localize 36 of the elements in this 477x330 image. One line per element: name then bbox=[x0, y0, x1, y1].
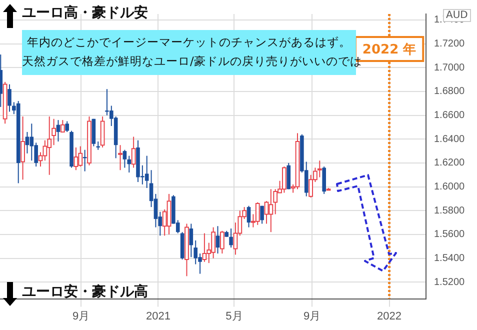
candlestick bbox=[246, 205, 251, 228]
y-tick-label: 1.5400 bbox=[434, 253, 466, 264]
candlestick bbox=[56, 120, 60, 142]
y-tick-label: 1.6400 bbox=[434, 134, 466, 145]
y-tick-label: 1.6600 bbox=[434, 110, 466, 122]
candlestick bbox=[189, 223, 194, 258]
candlestick bbox=[229, 228, 233, 248]
y-tick-label: 1.5800 bbox=[434, 205, 466, 216]
y-tick-label: 1.5200 bbox=[434, 276, 466, 288]
y-tick-label: 1.5600 bbox=[434, 229, 466, 240]
annotation: ユーロ高・豪ドル安 bbox=[22, 4, 148, 22]
x-tick-label: 2021 bbox=[146, 310, 170, 322]
y-tick-label: 1.6800 bbox=[434, 86, 466, 98]
candlestick bbox=[144, 155, 149, 188]
annotation: 天然ガスで格差が鮮明なユーロ/豪ドルの戻り売りがいいのでは bbox=[22, 53, 362, 70]
x-tick-label: 2022 bbox=[377, 310, 402, 322]
candlestick bbox=[286, 162, 291, 190]
candlestick bbox=[322, 166, 326, 194]
candlestick bbox=[30, 123, 34, 162]
candlestick bbox=[122, 149, 127, 168]
y-tick-label: 1.6000 bbox=[434, 182, 466, 193]
x-tick-label: 9月 bbox=[72, 310, 90, 322]
ref-line-label: 2022 年 bbox=[362, 42, 416, 58]
annotation: ユーロ安・豪ドル高 bbox=[22, 283, 148, 301]
candlestick bbox=[216, 226, 220, 254]
y-tick-label: 1.7000 bbox=[434, 62, 466, 74]
x-tick-label: 9月 bbox=[304, 310, 321, 322]
y-tick-label: 1.7200 bbox=[434, 38, 466, 50]
candlestick bbox=[65, 120, 69, 132]
candlestick bbox=[8, 84, 12, 112]
candlestick bbox=[25, 131, 30, 154]
x-tick-label: 5月 bbox=[226, 310, 243, 322]
candlestick bbox=[127, 155, 132, 173]
annotation: 年内のどこかでイージーマーケットのチャンスがあるはず。 bbox=[26, 34, 352, 51]
candlestick bbox=[260, 205, 264, 224]
y-tick-label: 1.6200 bbox=[434, 158, 466, 169]
